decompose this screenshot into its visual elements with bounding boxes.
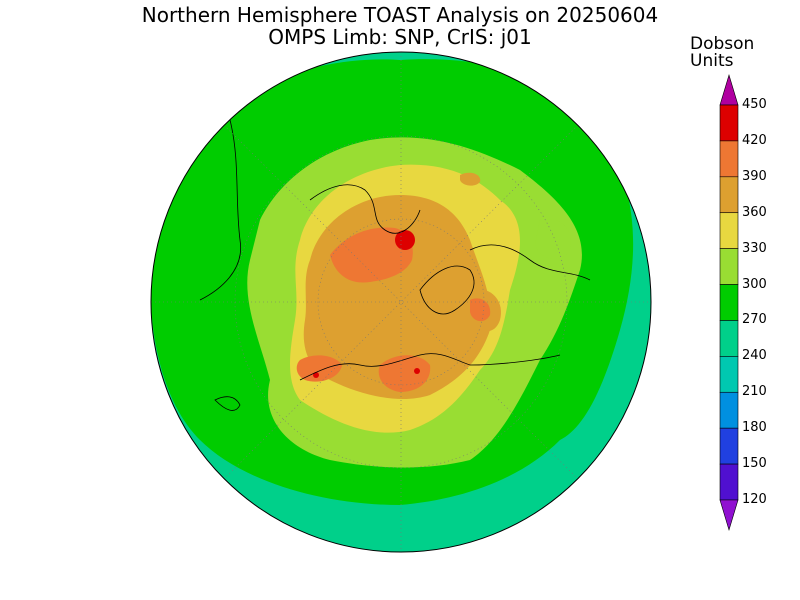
colorbar-band bbox=[719, 427, 739, 465]
colorbar-label: 240 bbox=[742, 348, 767, 364]
colorbar bbox=[719, 73, 739, 532]
colorbar-band bbox=[719, 140, 739, 178]
map-title: Northern Hemisphere TOAST Analysis on 20… bbox=[141, 3, 659, 27]
colorbar-label: 420 bbox=[742, 132, 767, 148]
colorbar-label: 150 bbox=[742, 456, 767, 472]
colorbar-band bbox=[719, 356, 739, 393]
colorbar-label: 120 bbox=[742, 492, 767, 507]
colorbar-bottom-arrow bbox=[719, 499, 739, 532]
map-border bbox=[150, 51, 652, 553]
colorbar-label: 180 bbox=[742, 420, 767, 436]
colorbar-label: 390 bbox=[742, 168, 767, 184]
colorbar-label: 300 bbox=[742, 276, 767, 292]
colorbar-label: 450 bbox=[742, 97, 767, 112]
ozone-field bbox=[151, 52, 651, 552]
units-label-line1: Dobson bbox=[690, 34, 755, 54]
colorbar-band bbox=[719, 284, 739, 321]
colorbar-label: 330 bbox=[742, 240, 767, 256]
colorbar-label: 360 bbox=[742, 204, 767, 220]
colorbar-band bbox=[719, 463, 739, 501]
colorbar-top-arrow bbox=[719, 73, 739, 106]
colorbar-band bbox=[719, 104, 739, 142]
graticule bbox=[151, 52, 651, 552]
colorbar-band bbox=[719, 320, 739, 357]
colorbar-label: 210 bbox=[742, 384, 767, 400]
colorbar-band bbox=[719, 212, 739, 249]
colorbar-label: 270 bbox=[742, 312, 767, 328]
colorbar-band bbox=[719, 391, 739, 429]
colorbar-band bbox=[719, 248, 739, 285]
colorbar-band bbox=[719, 176, 739, 214]
units-label: Dobson Units bbox=[690, 36, 780, 70]
map-subtitle: OMPS Limb: SNP, CrIS: j01 bbox=[268, 25, 532, 49]
units-label-line2: Units bbox=[690, 51, 734, 71]
coastlines bbox=[199, 119, 591, 411]
